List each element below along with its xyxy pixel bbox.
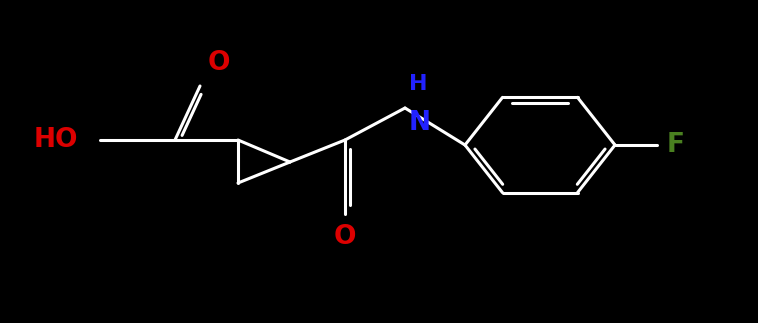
Text: HO: HO — [33, 127, 78, 153]
Text: O: O — [208, 50, 230, 76]
Text: N: N — [409, 110, 431, 136]
Text: H: H — [409, 74, 428, 94]
Text: O: O — [334, 224, 356, 250]
Text: F: F — [667, 132, 685, 158]
